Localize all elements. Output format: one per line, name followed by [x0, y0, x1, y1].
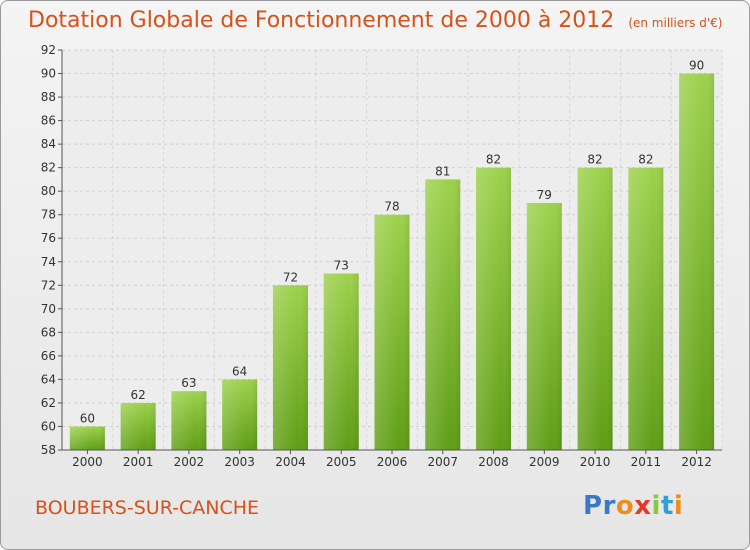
logo-letter: P — [583, 491, 603, 521]
y-tick-label: 88 — [41, 90, 56, 104]
y-tick-label: 66 — [41, 349, 56, 363]
y-tick-label: 64 — [41, 372, 56, 386]
bar-value-label: 62 — [131, 388, 146, 402]
bar-value-label: 63 — [181, 376, 196, 390]
bar-shade — [222, 379, 258, 450]
logo-letter: r — [602, 491, 616, 521]
x-tick-label: 2002 — [174, 455, 205, 469]
y-tick-label: 78 — [41, 208, 56, 222]
title-main: Dotation Globale de Fonctionnement de 20… — [28, 8, 615, 33]
proxiti-logo[interactable]: Proxiti — [583, 491, 683, 521]
bar-value-label: 90 — [689, 59, 704, 73]
logo-letter: o — [615, 491, 635, 521]
y-tick-label: 84 — [41, 137, 56, 151]
bar-shade — [323, 273, 359, 450]
commune-name: BOUBERS-SUR-CANCHE — [35, 497, 260, 519]
y-tick-label: 80 — [41, 184, 56, 198]
bar-shade — [272, 285, 308, 450]
logo-letter: i — [651, 491, 661, 521]
x-tick-label: 2003 — [224, 455, 255, 469]
bar-value-label: 78 — [384, 200, 399, 214]
y-tick-label: 92 — [41, 43, 56, 57]
bar-value-label: 82 — [587, 153, 602, 167]
bar-value-label: 82 — [486, 153, 501, 167]
bar-shade — [374, 214, 410, 450]
y-tick-label: 90 — [41, 67, 56, 81]
x-tick-label: 2005 — [326, 455, 357, 469]
x-tick-label: 2004 — [275, 455, 306, 469]
bar-value-label: 82 — [638, 153, 653, 167]
x-tick-label: 2000 — [72, 455, 103, 469]
title-unit: (en milliers d'€) — [628, 16, 723, 30]
y-tick-label: 74 — [41, 255, 56, 269]
bar-value-label: 64 — [232, 364, 247, 378]
bar-shade — [628, 167, 664, 450]
x-tick-label: 2010 — [580, 455, 611, 469]
x-tick-label: 2001 — [123, 455, 154, 469]
bar-shade — [69, 426, 105, 450]
logo-letter: t — [660, 491, 674, 521]
logo-letter: x — [634, 491, 652, 521]
x-tick-label: 2011 — [631, 455, 662, 469]
x-tick-label: 2012 — [681, 455, 712, 469]
bar-shade — [476, 167, 512, 450]
bar-value-label: 81 — [435, 164, 450, 178]
y-tick-label: 60 — [41, 419, 56, 433]
bar-value-label: 79 — [537, 188, 552, 202]
bar-shade — [577, 167, 613, 450]
bar-shade — [679, 73, 715, 450]
x-tick-label: 2006 — [377, 455, 408, 469]
y-tick-label: 86 — [41, 114, 56, 128]
x-tick-label: 2009 — [529, 455, 560, 469]
logo-letter: i — [673, 491, 684, 521]
x-tick-label: 2008 — [478, 455, 509, 469]
y-tick-label: 68 — [41, 325, 56, 339]
y-tick-label: 72 — [41, 278, 56, 292]
bar-shade — [526, 202, 562, 450]
y-tick-label: 58 — [41, 443, 56, 457]
bar-shade — [171, 391, 207, 450]
y-tick-label: 62 — [41, 396, 56, 410]
bar-shade — [120, 402, 156, 450]
chart-title: Dotation Globale de Fonctionnement de 20… — [28, 8, 722, 33]
bar-value-label: 72 — [283, 270, 298, 284]
y-tick-label: 70 — [41, 302, 56, 316]
bar-shade — [425, 179, 461, 451]
y-tick-label: 76 — [41, 231, 56, 245]
bar-value-label: 73 — [334, 259, 349, 273]
y-tick-label: 82 — [41, 161, 56, 175]
x-tick-label: 2007 — [427, 455, 458, 469]
bar-value-label: 60 — [80, 411, 95, 425]
